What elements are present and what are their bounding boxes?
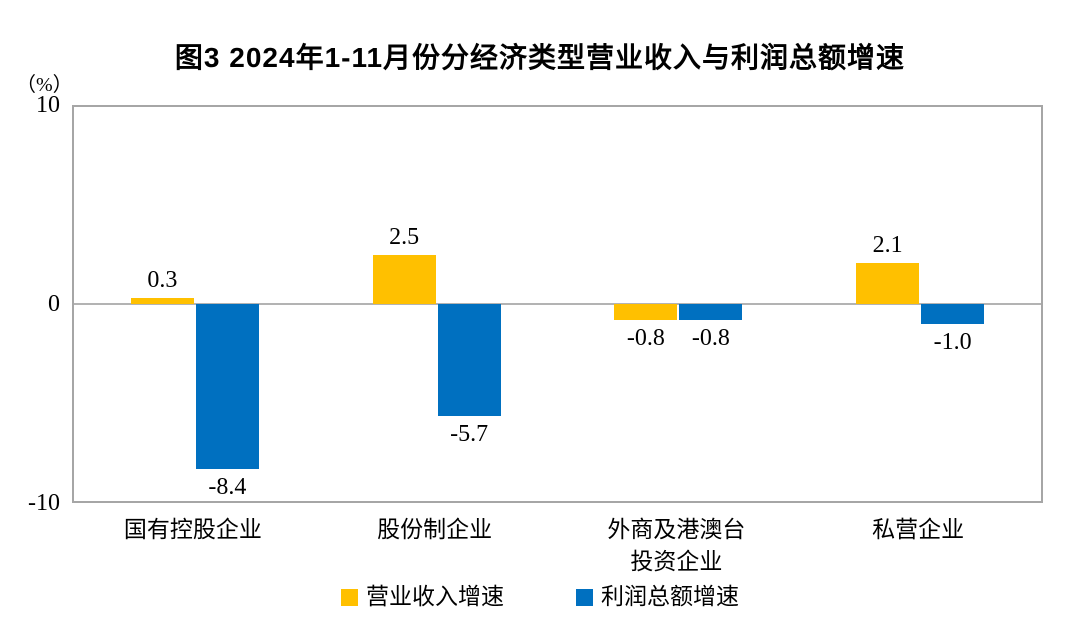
profit-bar-0 (195, 304, 259, 470)
profit-value-label-1: -5.7 (450, 421, 489, 448)
legend-swatch-profit (576, 588, 593, 606)
profit-value-label-0: -8.4 (208, 474, 247, 501)
revenue-value-label-0: 0.3 (147, 267, 178, 294)
category-label-2: 外商及港澳台 投资企业 (607, 517, 746, 574)
category-axis: 国有控股企业 股份制企业 外商及港澳台 投资企业 私营企业 (72, 514, 1043, 580)
legend-label-profit: 利润总额增速 (601, 584, 739, 609)
profit-value-label-2: -0.8 (691, 324, 730, 351)
category-label-3: 私营企业 (872, 517, 965, 542)
zero-axis-line (74, 303, 1041, 305)
legend-swatch-revenue (341, 588, 358, 606)
legend-label-revenue: 营业收入增速 (366, 584, 504, 609)
revenue-bar-2 (614, 304, 678, 320)
legend-item-revenue: 营业收入增速 (341, 583, 504, 611)
y-axis-tick-10: 10 (36, 92, 60, 118)
profit-bar-2 (679, 304, 743, 320)
profit-value-label-3: -1.0 (933, 328, 972, 355)
revenue-bar-0 (130, 298, 194, 304)
revenue-value-label-3: 2.1 (872, 231, 903, 258)
chart-title: 图3 2024年1-11月份分经济类型营业收入与利润总额增速 (174, 42, 906, 73)
profit-bar-3 (921, 304, 985, 324)
category-label-1: 股份制企业 (377, 517, 493, 542)
revenue-bar-1 (372, 254, 436, 304)
y-axis-tick-neg10: -10 (28, 490, 60, 516)
legend: 营业收入增速 利润总额增速 (0, 583, 1080, 611)
category-label-0: 国有控股企业 (123, 517, 262, 542)
legend-item-profit: 利润总额增速 (576, 583, 739, 611)
revenue-value-label-1: 2.5 (389, 223, 420, 250)
y-axis-tick-0: 0 (48, 291, 60, 317)
profit-bar-1 (437, 304, 501, 417)
plot-area: 0.3 -8.4 2.5 -5.7 -0.8 -0.8 2.1 -1.0 (72, 105, 1043, 503)
revenue-bar-3 (856, 262, 920, 304)
revenue-value-label-2: -0.8 (626, 324, 665, 351)
y-axis-unit-label: （%） (16, 74, 73, 96)
